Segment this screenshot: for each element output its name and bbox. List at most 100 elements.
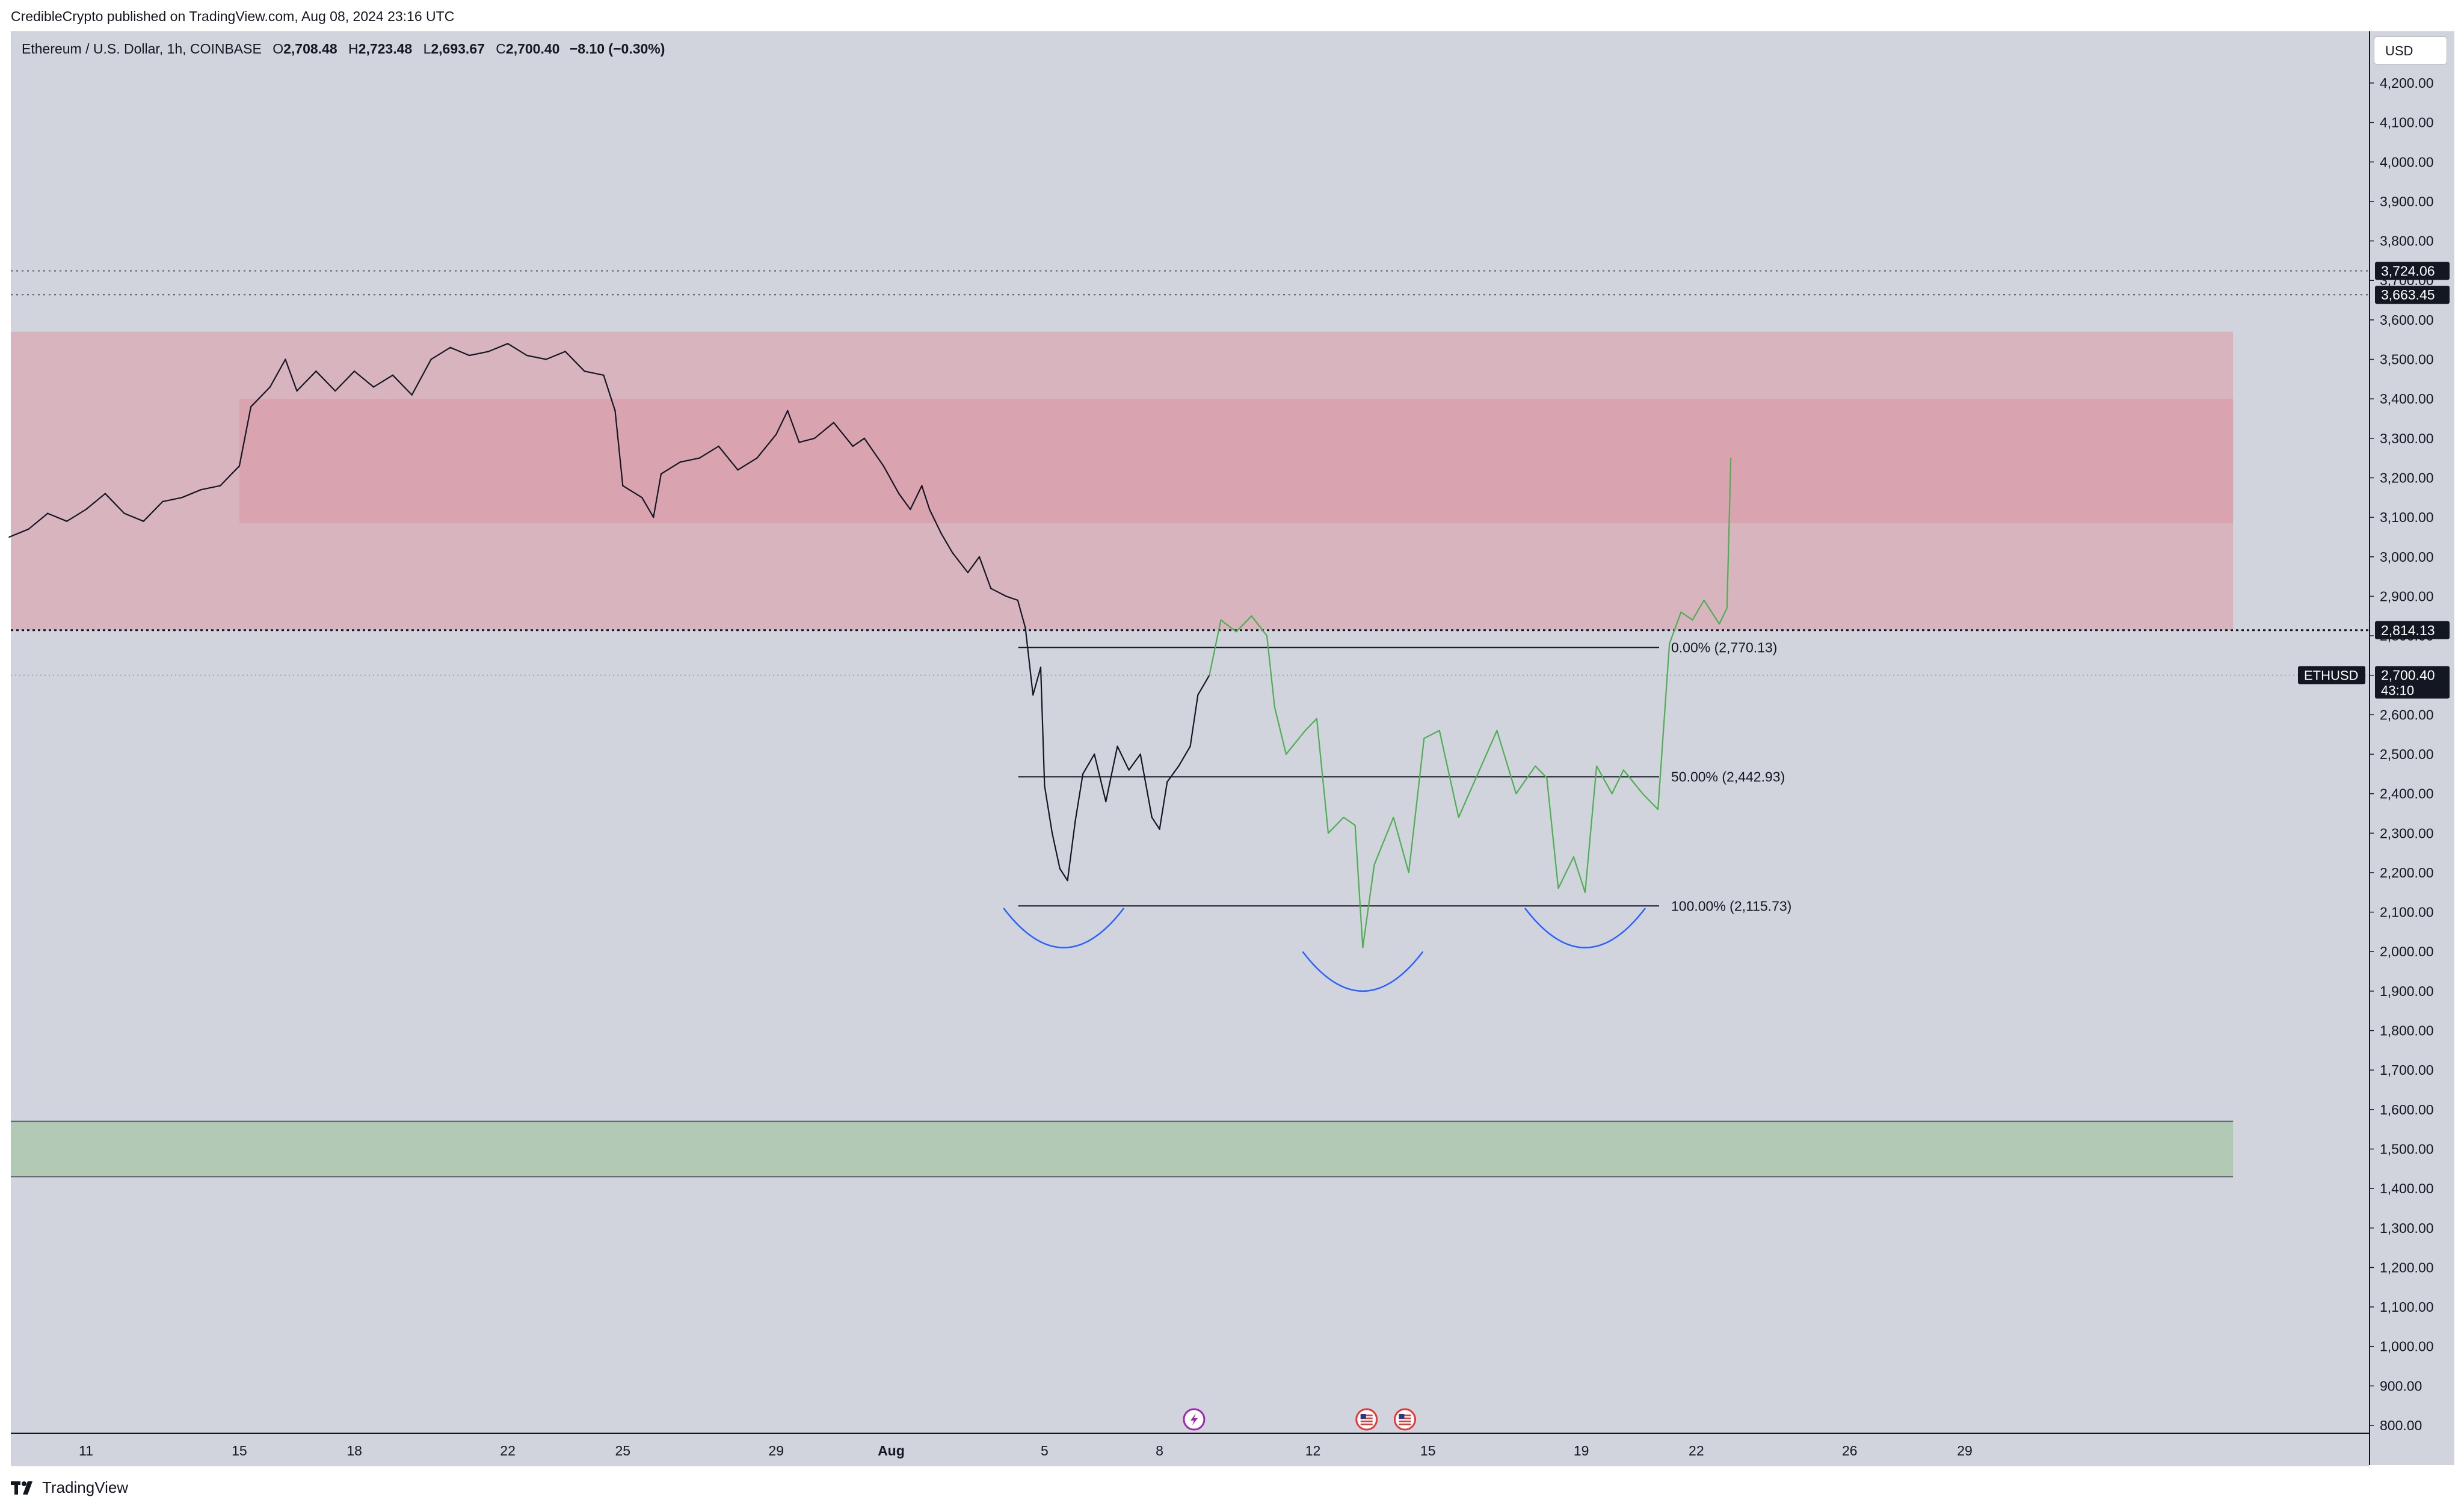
price-point [238, 465, 241, 467]
projection-point [1515, 793, 1517, 794]
price-point [1082, 773, 1084, 775]
price-tick-label: 4,000.00 [2380, 154, 2434, 170]
price-point [488, 351, 490, 352]
price-tick-label: 1,900.00 [2380, 983, 2434, 999]
price-tick-label: 3,200.00 [2380, 470, 2434, 485]
price-label-badge-2 [2375, 621, 2450, 639]
price-point [85, 508, 87, 511]
pattern-arc-1[interactable] [1302, 951, 1424, 992]
price-tick-label: 900.00 [2380, 1378, 2422, 1394]
price-point [1139, 753, 1141, 755]
projection-point [1354, 825, 1356, 826]
price-point [1151, 816, 1153, 819]
price-point [123, 512, 125, 514]
pattern-arc-2[interactable] [1524, 908, 1646, 948]
price-point [928, 508, 931, 511]
symbol-legend[interactable]: Ethereum / U.S. Dollar, 1h, COINBASE O2,… [22, 41, 665, 57]
price-point [1024, 627, 1026, 629]
price-point [679, 461, 682, 463]
projection-point [1328, 832, 1329, 834]
projection-point [1393, 817, 1394, 818]
projection-point [1585, 891, 1586, 893]
price-point [921, 485, 923, 487]
currency-button[interactable]: USD [2374, 36, 2447, 65]
time-axis[interactable] [11, 1433, 2369, 1466]
price-point [66, 520, 68, 522]
price-point [1128, 769, 1130, 771]
symbol-tag-badge [2298, 666, 2365, 684]
projection-point [1669, 643, 1671, 644]
price-point [219, 485, 221, 487]
price-point [1116, 745, 1118, 748]
legend-low: 2,693.67 [431, 41, 485, 57]
price-point [898, 493, 900, 494]
price-point [756, 457, 758, 459]
price-point [1189, 745, 1191, 748]
price-point [813, 437, 816, 440]
projection-point [1557, 888, 1559, 889]
price-point [296, 390, 298, 392]
time-tick-label: 19 [1574, 1443, 1589, 1458]
price-point [430, 358, 432, 360]
projection-point [1703, 600, 1705, 601]
price-point [1032, 694, 1034, 696]
legend-symbol: Ethereum / U.S. Dollar, 1h, COINBASE [22, 41, 262, 57]
projection-point [1343, 817, 1344, 818]
us-flag-icon[interactable] [1355, 1408, 1378, 1431]
projection-point [1408, 872, 1409, 873]
price-point [603, 374, 605, 376]
price-tick-label: 3,600.00 [2380, 312, 2434, 328]
price-tick-label: 1,000.00 [2380, 1339, 2434, 1354]
price-point [614, 410, 616, 412]
time-tick-label: 8 [1156, 1443, 1163, 1458]
price-point [653, 516, 654, 518]
projection-point [1362, 947, 1364, 948]
legend-close-label: C [496, 41, 506, 57]
price-point [1067, 879, 1068, 882]
price-point [469, 354, 470, 357]
price-point [47, 512, 49, 514]
price-point [143, 520, 144, 522]
projection-point [1573, 856, 1574, 858]
price-point [564, 351, 566, 352]
price-point [250, 406, 252, 408]
price-point [334, 390, 336, 392]
legend-open: 2,708.48 [283, 41, 337, 57]
demand-zone[interactable] [11, 1121, 2234, 1177]
price-point [1166, 781, 1168, 783]
flag-stripe [1399, 1418, 1411, 1419]
price-point [940, 532, 942, 534]
price-label-text-0: 3,724.06 [2381, 263, 2435, 278]
symbol-tag-text: ETHUSD [2304, 668, 2358, 683]
price-point [833, 422, 835, 423]
price-tick-label: 4,200.00 [2380, 75, 2434, 91]
price-point [1178, 765, 1180, 767]
projection-point [1274, 706, 1275, 708]
projection-point [1622, 769, 1624, 771]
supply-zone-inner[interactable] [239, 399, 2234, 523]
projection-point [1251, 615, 1252, 617]
projection-point [1657, 809, 1659, 810]
price-tick-label: 1,500.00 [2380, 1141, 2434, 1157]
flag-canton [1360, 1414, 1366, 1419]
price-tick-label: 3,400.00 [2380, 391, 2434, 407]
time-tick-label: 29 [1957, 1443, 1973, 1458]
us-flag-icon[interactable] [1393, 1408, 1416, 1431]
price-point [449, 346, 451, 349]
price-point [641, 497, 643, 499]
chart-pane[interactable] [11, 31, 2369, 1433]
flag-stripe [1399, 1421, 1411, 1422]
price-tick-label: 800.00 [2380, 1418, 2422, 1433]
price-label-text-2: 2,814.13 [2381, 622, 2435, 638]
pattern-arc-0[interactable] [1003, 908, 1125, 948]
projection-point [1730, 457, 1732, 459]
price-label-text-1: 3,663.45 [2381, 287, 2435, 303]
legend-close: 2,700.40 [505, 41, 560, 57]
price-tick-label: 1,600.00 [2380, 1102, 2434, 1117]
tradingview-logo[interactable]: TradingView [11, 1478, 128, 1497]
price-tick-label: 1,400.00 [2380, 1181, 2434, 1196]
projection-point [1477, 773, 1479, 775]
flag-canton [1399, 1414, 1405, 1419]
projection-point [1535, 765, 1536, 767]
